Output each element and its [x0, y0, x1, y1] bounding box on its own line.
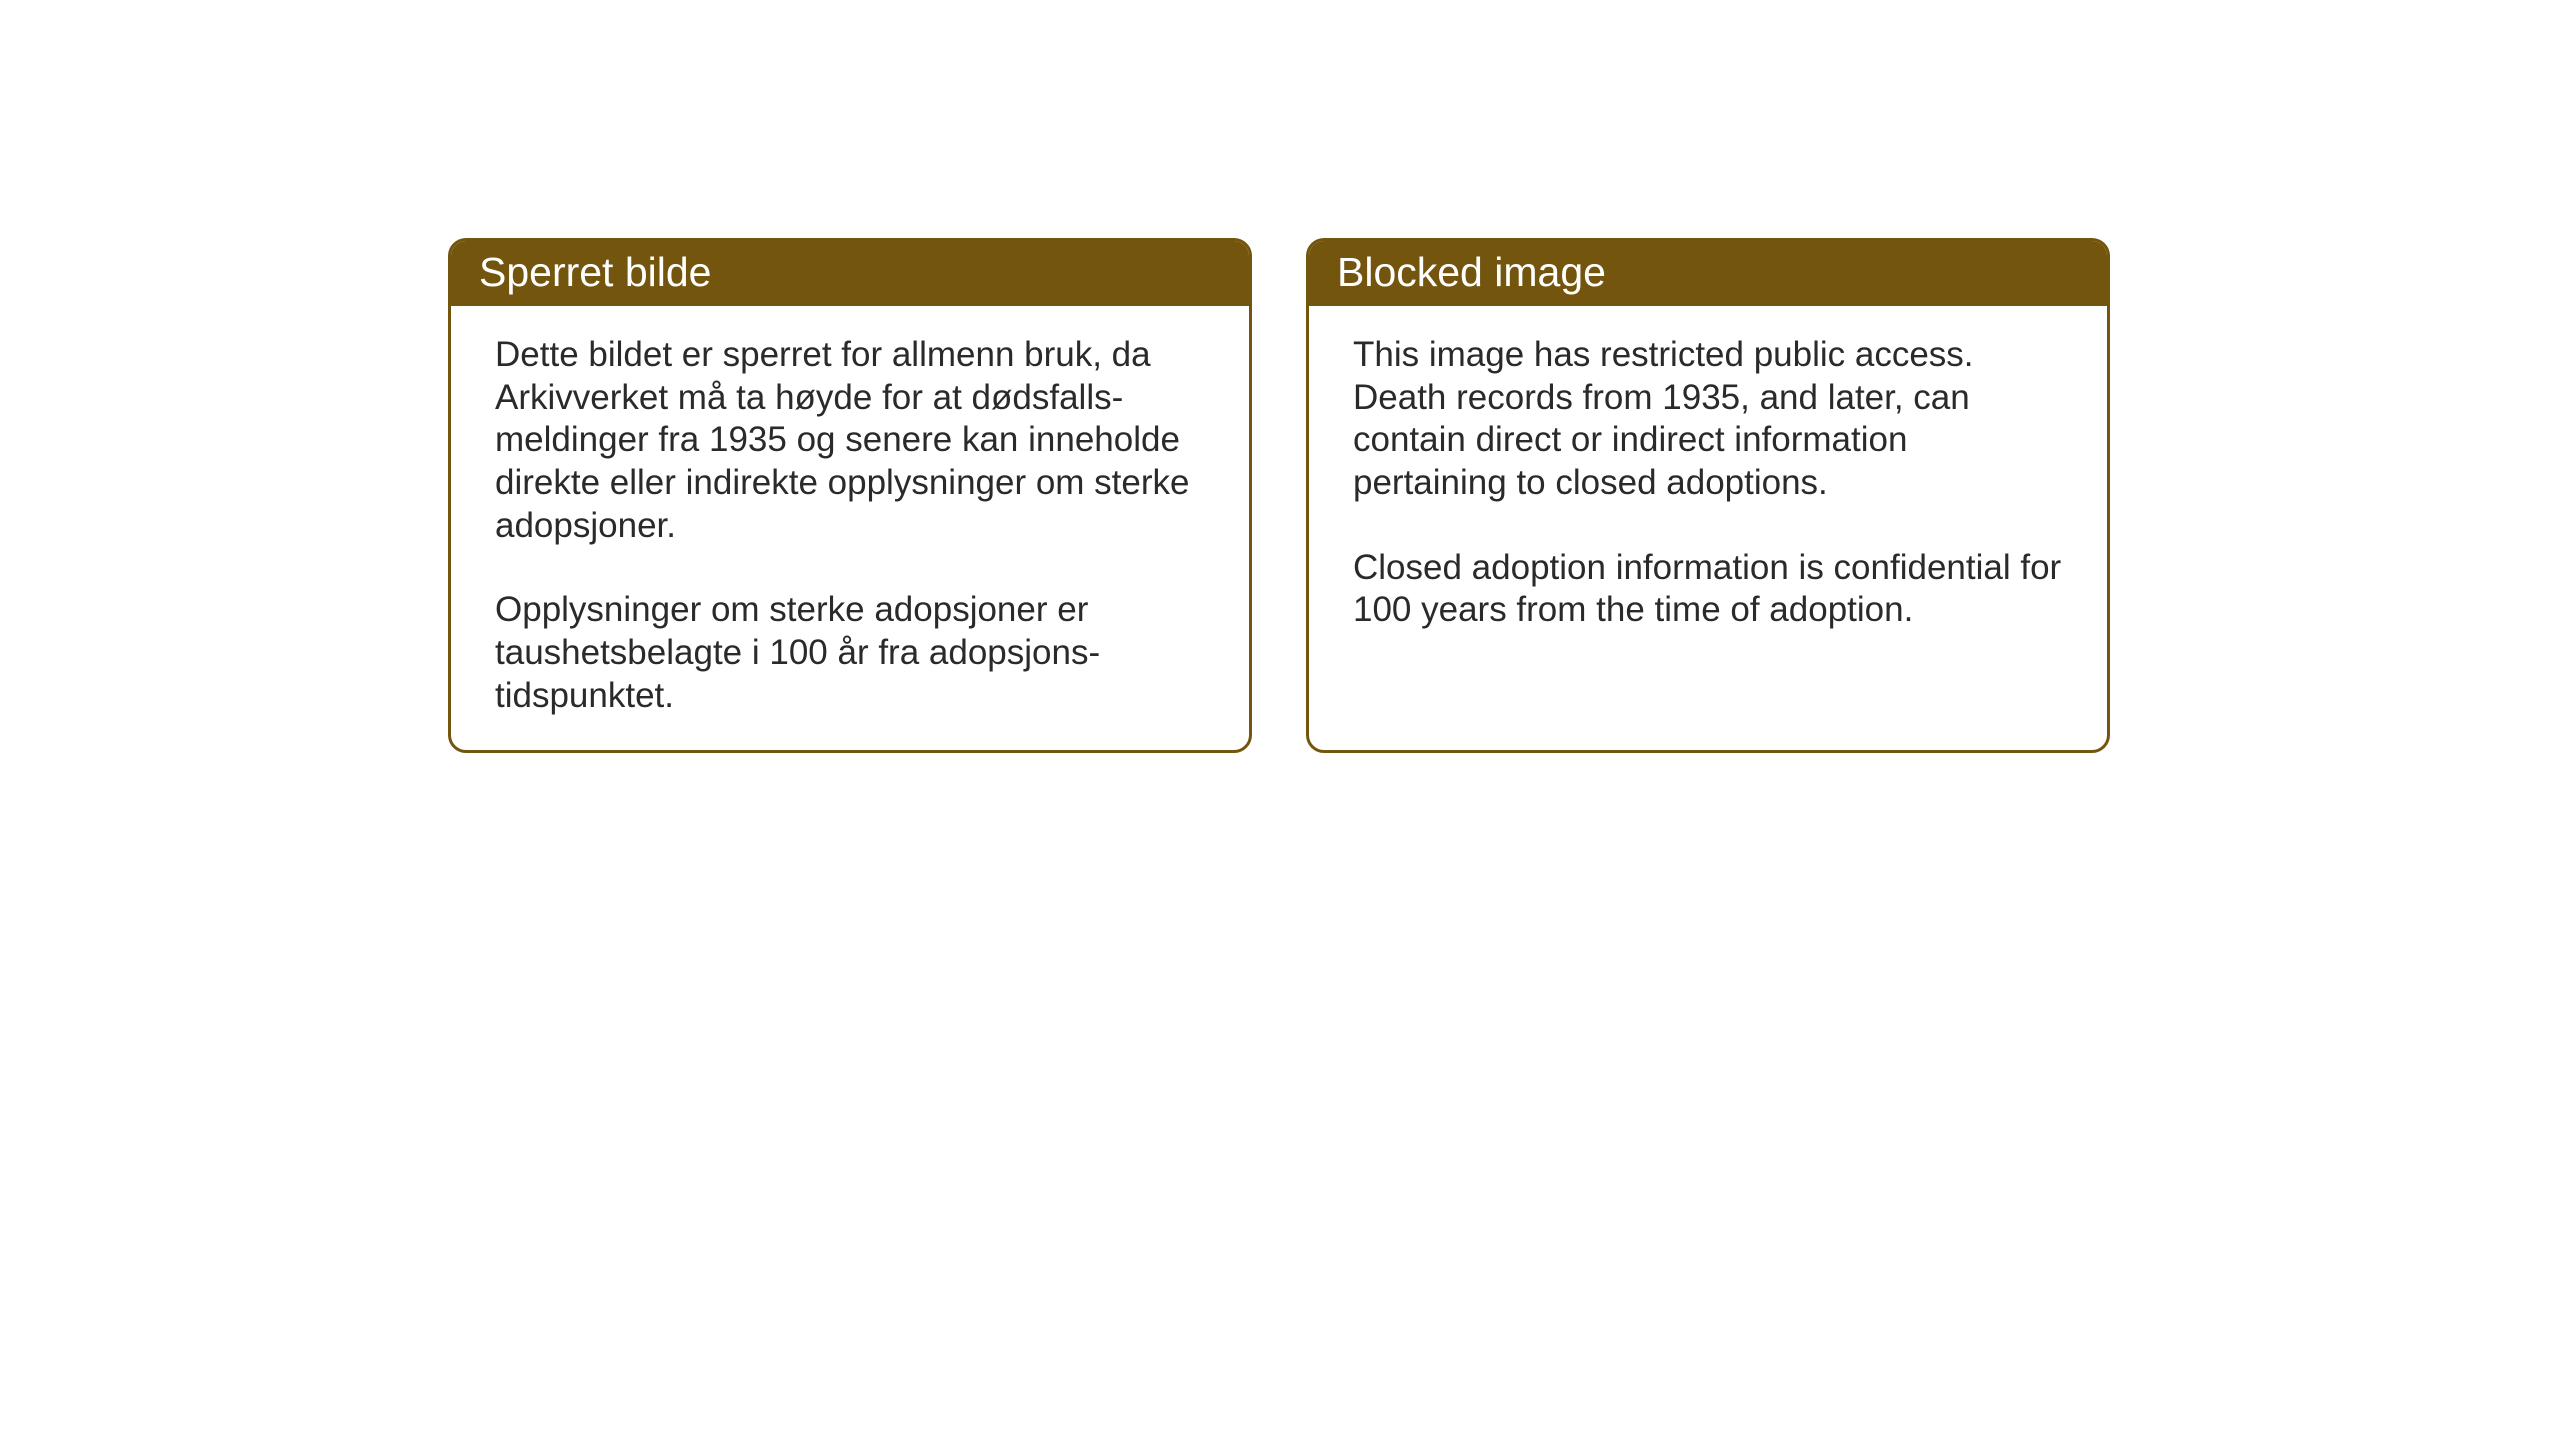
- english-paragraph-1: This image has restricted public access.…: [1353, 334, 2063, 505]
- english-card-header: Blocked image: [1309, 241, 2107, 306]
- norwegian-card-header: Sperret bilde: [451, 241, 1249, 306]
- norwegian-title: Sperret bilde: [479, 249, 711, 295]
- english-card-body: This image has restricted public access.…: [1309, 306, 2107, 664]
- norwegian-card-body: Dette bildet er sperret for allmenn bruk…: [451, 306, 1249, 750]
- norwegian-paragraph-2: Opplysninger om sterke adopsjoner er tau…: [495, 589, 1205, 717]
- english-notice-card: Blocked image This image has restricted …: [1306, 238, 2110, 753]
- norwegian-notice-card: Sperret bilde Dette bildet er sperret fo…: [448, 238, 1252, 753]
- english-paragraph-2: Closed adoption information is confident…: [1353, 547, 2063, 632]
- english-title: Blocked image: [1337, 249, 1606, 295]
- notice-container: Sperret bilde Dette bildet er sperret fo…: [448, 238, 2110, 753]
- norwegian-paragraph-1: Dette bildet er sperret for allmenn bruk…: [495, 334, 1205, 547]
